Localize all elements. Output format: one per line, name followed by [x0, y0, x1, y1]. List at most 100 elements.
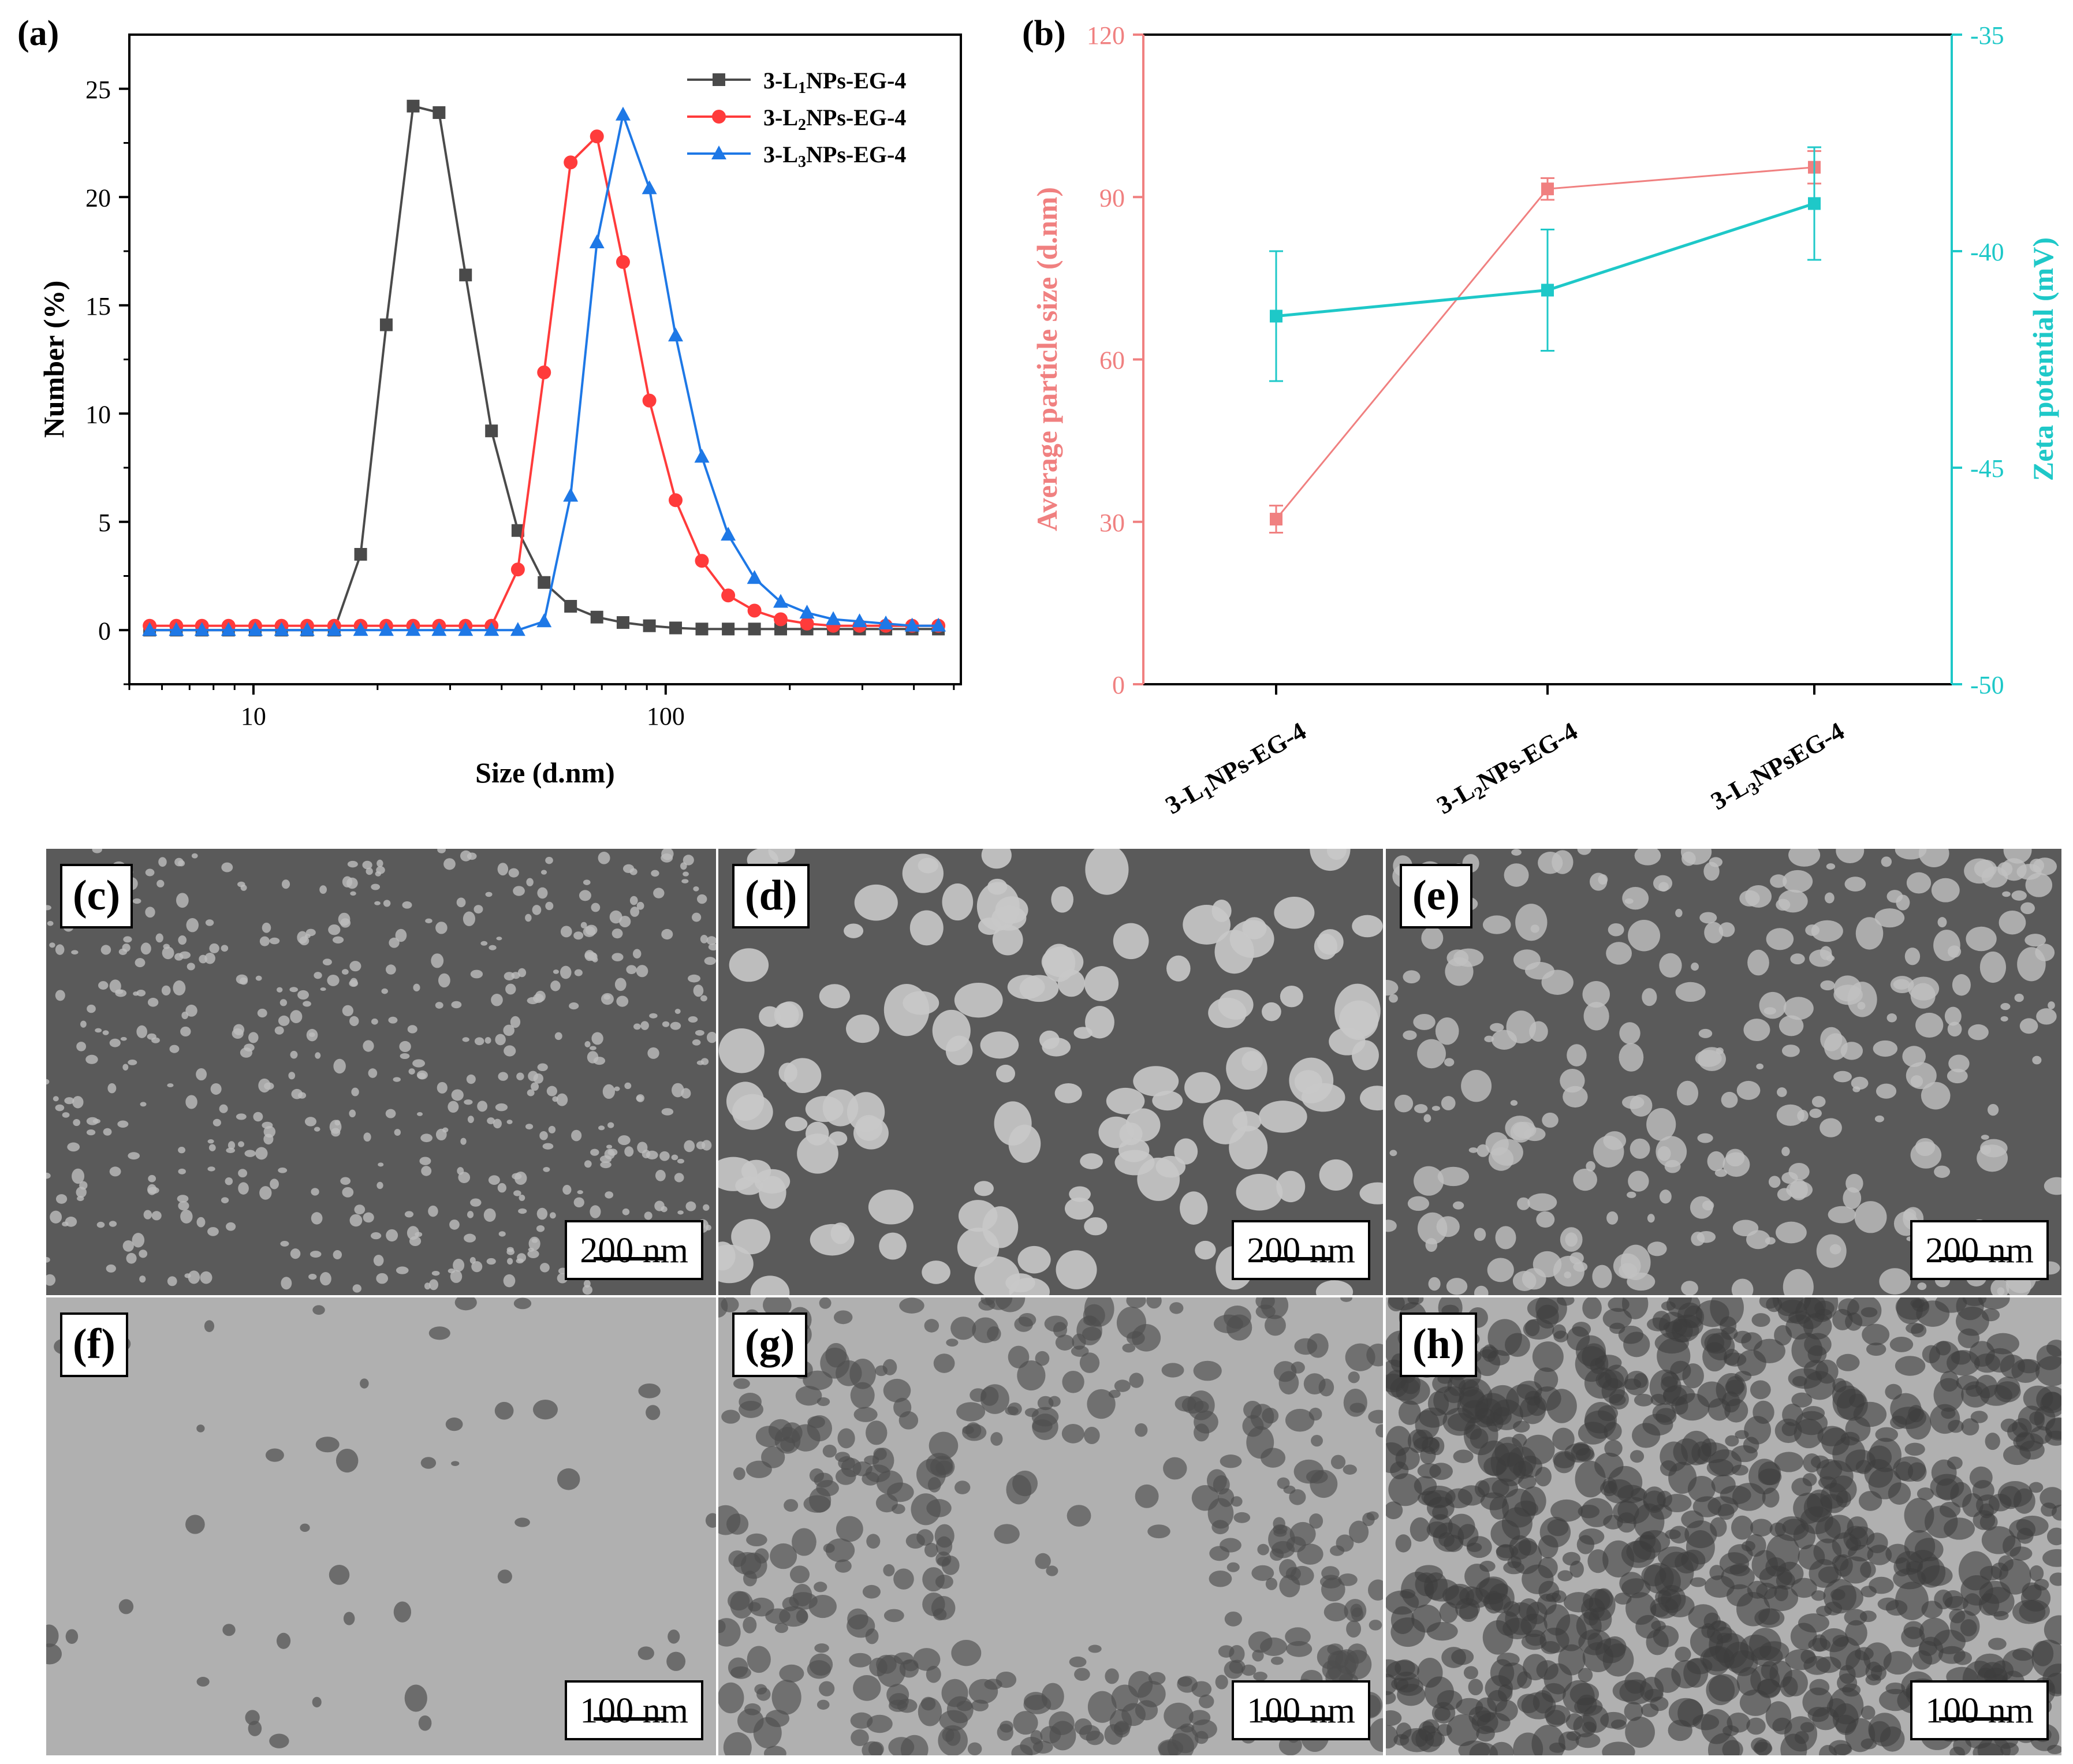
particle: [882, 1359, 897, 1375]
particle: [1630, 1450, 1645, 1463]
particle: [532, 905, 542, 915]
particle: [1417, 1039, 1446, 1069]
y-tick-label-a: 20: [85, 184, 111, 212]
particle: [1340, 1297, 1353, 1302]
particle: [1647, 1214, 1655, 1223]
data-point-a: [433, 106, 446, 119]
particle: [186, 918, 199, 933]
particle: [1161, 1363, 1184, 1378]
data-point-a: [668, 327, 684, 342]
particle: [513, 886, 525, 896]
data-point-a: [904, 617, 920, 632]
particle: [1346, 1620, 1362, 1638]
particle: [846, 1015, 879, 1043]
particle: [1781, 1147, 1790, 1157]
particle: [1310, 849, 1351, 871]
particle: [1630, 1138, 1650, 1159]
particle: [1978, 1668, 1993, 1679]
particle: [408, 1068, 415, 1075]
particle: [2049, 1572, 2061, 1586]
particle: [1285, 1408, 1315, 1432]
particle: [139, 1250, 148, 1258]
particle: [1681, 851, 1696, 866]
particle: [412, 1059, 426, 1068]
particle: [1602, 1477, 1617, 1494]
particle: [210, 1083, 222, 1095]
particle: [1874, 1115, 1884, 1122]
particle: [1890, 1415, 1907, 1430]
particle: [808, 1595, 837, 1618]
particle: [1625, 1716, 1655, 1748]
particle: [92, 849, 102, 853]
micrograph-panel: (d) 200 nm: [718, 849, 1383, 1295]
particle: [1790, 953, 1805, 965]
particle: [1743, 1019, 1770, 1042]
particle: [360, 1378, 369, 1389]
particle: [1360, 1086, 1383, 1111]
data-point-a: [747, 603, 762, 618]
particle: [1664, 1159, 1681, 1173]
particle: [784, 1058, 822, 1094]
particle: [511, 972, 520, 979]
particle: [1912, 1299, 1929, 1312]
particle: [208, 1144, 216, 1151]
particle: [2046, 1527, 2061, 1546]
particle: [1194, 1423, 1210, 1442]
particle: [1307, 1333, 1329, 1358]
particle: [497, 1569, 512, 1584]
data-point-a: [405, 622, 421, 636]
particle: [207, 1227, 219, 1236]
particle: [363, 1132, 371, 1142]
particle: [2036, 1344, 2061, 1370]
particle: [1743, 1437, 1759, 1454]
particle: [837, 1428, 855, 1449]
particle: [1598, 1370, 1624, 1391]
particle: [1114, 1379, 1131, 1392]
particle: [911, 1493, 941, 1526]
data-point-a: [274, 622, 289, 636]
particle: [1274, 897, 1315, 929]
particle: [169, 1045, 180, 1053]
particle: [199, 954, 207, 964]
particle: [1113, 923, 1149, 960]
particle: [1922, 1345, 1941, 1364]
particle: [569, 1002, 579, 1010]
legend-label-a: 3-L2NPs-EG-4: [763, 105, 906, 134]
particle: [147, 1033, 156, 1040]
particle: [238, 1141, 245, 1147]
particle: [450, 1270, 463, 1283]
y-tick-label-a: 15: [85, 292, 111, 320]
particle: [599, 1155, 612, 1163]
particle: [1698, 1028, 1713, 1038]
particle: [1845, 1620, 1867, 1646]
particle: [718, 1244, 754, 1284]
particle: [661, 1108, 674, 1116]
data-point-a: [590, 129, 604, 144]
particle: [1395, 1534, 1412, 1553]
particle: [477, 1101, 488, 1112]
particle: [942, 883, 974, 921]
particle: [958, 1200, 998, 1232]
particle: [1993, 1610, 2009, 1620]
plot-b-ticks: 0 30 60 90 120 -50 -45 -40 -35 3-L1NPs-EG-4 3-L2NP…: [1087, 21, 2004, 820]
data-point-a: [721, 588, 736, 603]
particle: [591, 1032, 603, 1045]
particle: [692, 912, 702, 922]
particle: [1163, 1457, 1187, 1480]
particle: [1024, 1408, 1039, 1417]
particle: [1803, 1656, 1831, 1675]
particle: [803, 1370, 833, 1390]
particle: [415, 1232, 423, 1237]
particle: [240, 885, 247, 891]
particle: [1777, 1188, 1792, 1201]
particle: [867, 1714, 893, 1733]
particle: [1854, 1647, 1874, 1661]
particle: [1261, 1297, 1289, 1319]
particle: [1953, 1651, 1973, 1665]
particle: [2016, 1515, 2049, 1536]
particle: [647, 1047, 659, 1059]
particle: [311, 1212, 323, 1225]
particle: [1684, 1520, 1717, 1549]
particle: [1569, 1252, 1584, 1265]
particle: [118, 1599, 134, 1614]
